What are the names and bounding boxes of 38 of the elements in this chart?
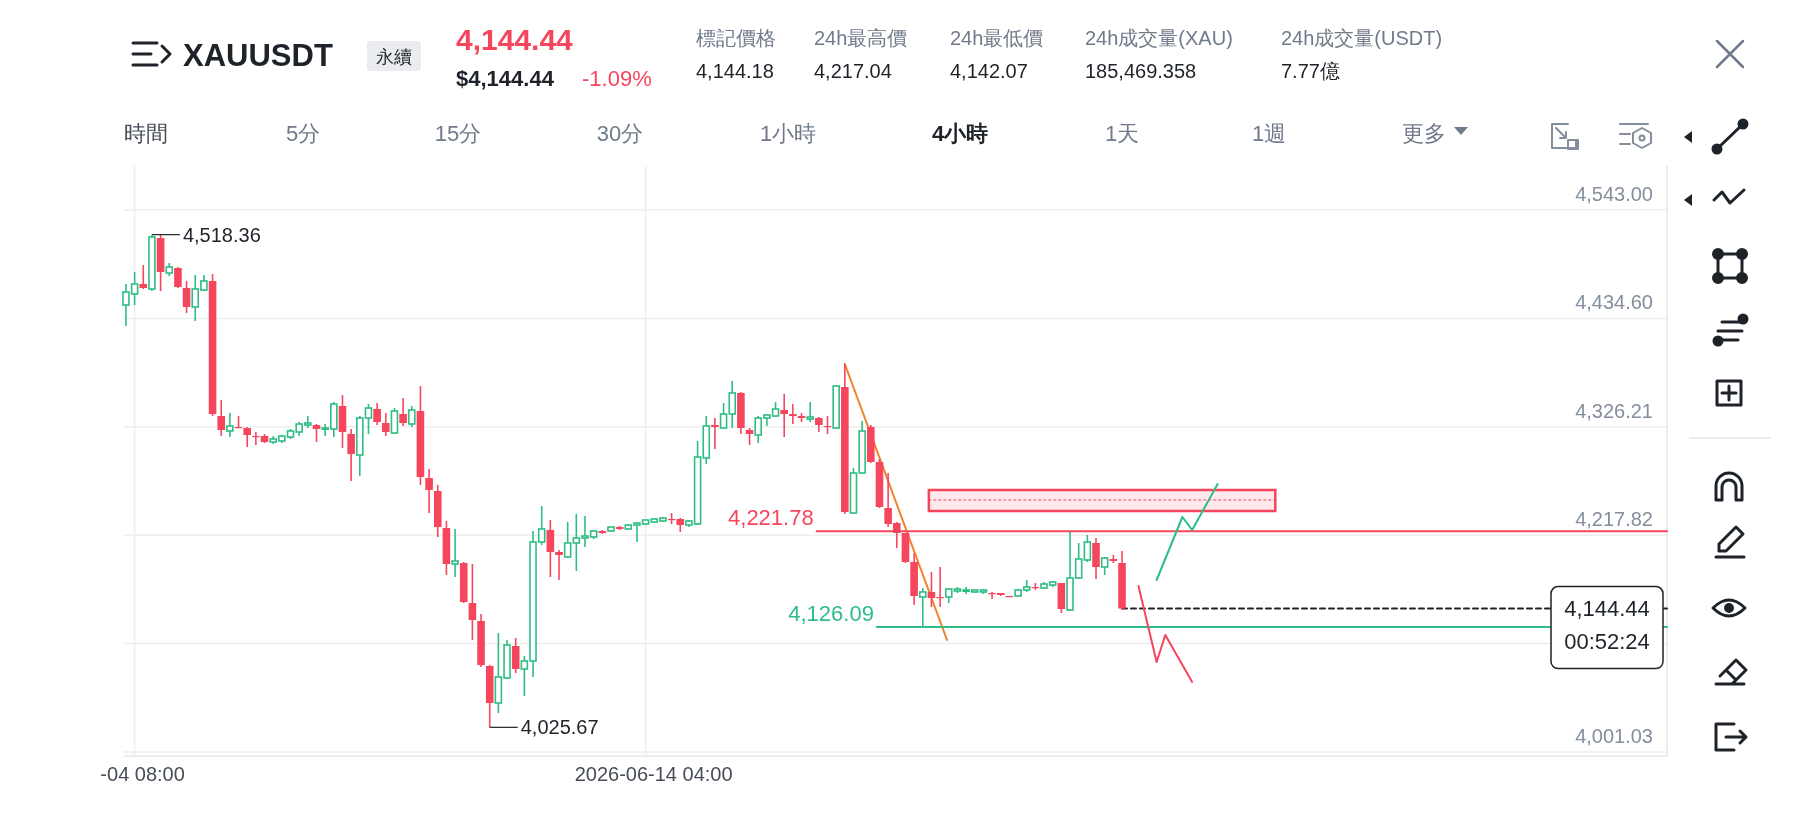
text: 標記價格 — [696, 27, 776, 49]
annotation: 4,126.09 — [788, 600, 874, 626]
text: 185,469.358 — [1085, 60, 1197, 82]
text: $4,144.44 — [456, 66, 555, 91]
annotation: 4,025.67 — [520, 716, 599, 739]
text: 30分 — [596, 121, 644, 146]
text: 4,144.18 — [696, 60, 774, 82]
y-tick-label: 4,434.60 — [1575, 291, 1653, 314]
text: 4,142.07 — [950, 60, 1028, 82]
text: 24h最高價 — [814, 27, 908, 49]
y-tick-label: 4,001.03 — [1575, 724, 1653, 747]
text: -1.09% — [582, 66, 652, 91]
annotation: 00:52:24 — [1564, 628, 1650, 654]
text: 4小時 — [931, 121, 989, 146]
y-tick-label: 4,217.82 — [1575, 508, 1653, 531]
price-box: 4,144.44 00:52:24 — [1550, 585, 1664, 670]
annotation: 4,221.78 — [728, 505, 814, 531]
text: 時間 — [124, 121, 168, 146]
text: 24h成交量(XAU) — [1085, 27, 1233, 49]
text: 4,217.04 — [814, 60, 892, 82]
text: 永續 — [376, 47, 412, 67]
text: 15分 — [434, 121, 482, 146]
text: 1週 — [1251, 121, 1287, 146]
chart-title: XAUUSDT — [183, 38, 333, 73]
text: 24h最低價 — [950, 27, 1044, 49]
text: 5分 — [285, 121, 321, 146]
y-tick-label: 4,543.00 — [1575, 183, 1653, 205]
text: 1小時 — [759, 121, 817, 146]
annotation: 4,144.44 — [1564, 595, 1650, 621]
text: 4,144.44 — [456, 23, 574, 56]
text: 7.77億 — [1281, 60, 1340, 82]
x-tick-label: 2026-06-14 04:00 — [574, 763, 733, 785]
y-tick-label: 4,326.21 — [1575, 399, 1653, 422]
text: 更多 — [1402, 121, 1446, 146]
annotation: 4,518.36 — [182, 223, 261, 246]
text: 1天 — [1104, 121, 1140, 146]
x-tick-label: -04 08:00 — [100, 763, 185, 785]
text: 24h成交量(USDT) — [1281, 27, 1443, 49]
